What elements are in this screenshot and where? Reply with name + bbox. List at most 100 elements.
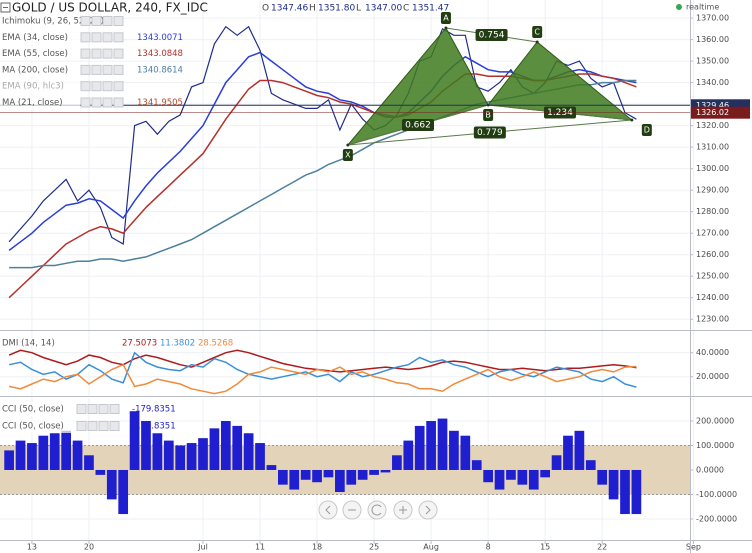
bar — [631, 469, 642, 515]
legend-button[interactable] — [113, 32, 124, 43]
reset-glyph — [371, 504, 382, 516]
legend-button[interactable] — [80, 97, 91, 108]
y-tick-label: 1240.00 — [696, 293, 729, 302]
pattern-point — [535, 40, 539, 44]
legend-button[interactable] — [102, 48, 113, 59]
bar — [186, 443, 197, 470]
legend-name: EMA (90, hlc3) — [2, 82, 64, 92]
ohlc-value: 1351.80 — [318, 4, 355, 14]
ohlc-value: 1351.47 — [412, 4, 449, 14]
pattern-point — [346, 143, 350, 147]
bar — [106, 469, 117, 500]
bar — [289, 469, 300, 490]
x-tick-label: Jul — [197, 543, 208, 552]
chart-title: GOLD / US DOLLAR, 240, FX_IDC — [12, 1, 208, 15]
bar — [335, 469, 345, 493]
x-tick-label: Sep — [686, 543, 701, 552]
bar — [129, 411, 140, 470]
legend-bg — [0, 95, 80, 110]
legend-button[interactable] — [102, 16, 113, 26]
legend-button[interactable] — [102, 97, 113, 108]
bar — [551, 455, 562, 470]
bar — [494, 469, 505, 490]
y-tick-label: 1260.00 — [696, 250, 729, 259]
legend-button[interactable] — [91, 16, 102, 26]
pattern-point — [630, 118, 634, 122]
bar — [243, 433, 254, 470]
legend-name: CCI (50, close) — [2, 422, 64, 432]
scroll-left-button[interactable] — [318, 500, 338, 520]
ratio-label-box — [401, 118, 434, 131]
bar — [506, 469, 516, 480]
scroll-right-button[interactable] — [418, 500, 438, 520]
bar — [426, 421, 436, 470]
point-label-box — [641, 124, 652, 137]
legend-button[interactable] — [87, 421, 98, 431]
ohlc-value: 1347.00 — [365, 4, 402, 14]
ratio-label: 1.234 — [547, 108, 573, 118]
legend-button[interactable] — [87, 404, 98, 414]
legend-button[interactable] — [113, 81, 124, 92]
legend-button[interactable] — [91, 48, 102, 59]
bar — [152, 433, 163, 470]
legend-button[interactable] — [113, 16, 124, 26]
legend-button[interactable] — [76, 404, 87, 414]
data-layer — [4, 25, 642, 515]
point-label: B — [485, 110, 491, 119]
ohlc-letter: C — [403, 4, 409, 14]
bar — [38, 435, 49, 470]
zoom-controls — [318, 500, 438, 520]
legend-button[interactable] — [102, 32, 113, 43]
legend-button[interactable] — [91, 32, 102, 43]
x-tick-label: 18 — [312, 543, 322, 552]
legend-button[interactable] — [80, 16, 91, 26]
y-tick-label: 1370.00 — [696, 14, 729, 23]
legend-button[interactable] — [113, 48, 124, 59]
reset-button[interactable] — [367, 500, 387, 520]
bar — [528, 469, 539, 490]
legend-button[interactable] — [109, 421, 120, 431]
legend-button[interactable] — [98, 421, 109, 431]
legend-button[interactable] — [80, 48, 91, 59]
legend-name: DMI (14, 14) — [2, 339, 55, 349]
y-tick-label: 1250.00 — [696, 272, 729, 281]
ohlc-value: 1347.46 — [271, 4, 308, 14]
legend-button[interactable] — [102, 64, 113, 75]
collapse-icon[interactable] — [0, 2, 11, 13]
legend-value: -179.8351 — [132, 422, 176, 432]
y-tick-label: 40.0000 — [696, 348, 729, 357]
legend-button[interactable] — [91, 81, 102, 92]
legend-button[interactable] — [80, 32, 91, 43]
legend-button[interactable] — [98, 404, 109, 414]
bar — [608, 469, 619, 500]
point-label-box — [342, 148, 353, 161]
point-label-box — [532, 25, 543, 38]
legend-button[interactable] — [76, 421, 87, 431]
legend-bg — [0, 14, 80, 28]
y-tick-label: 1280.00 — [696, 207, 729, 216]
ohlc-letter: H — [309, 4, 316, 14]
bar — [460, 435, 471, 470]
bar — [300, 469, 311, 480]
legend-value: 27.5073 — [122, 339, 157, 349]
x-tick-label: 22 — [597, 543, 607, 552]
legend-button[interactable] — [91, 97, 102, 108]
legend-button[interactable] — [80, 81, 91, 92]
legend-button[interactable] — [91, 64, 102, 75]
y-tick-label: 1320.00 — [696, 121, 729, 130]
legend-button[interactable] — [109, 404, 120, 414]
legend-value: 11.3802 — [160, 339, 195, 349]
legend-button[interactable] — [80, 64, 91, 75]
legend-button[interactable] — [113, 64, 124, 75]
bar — [4, 450, 14, 470]
legend-button[interactable] — [102, 81, 113, 92]
bar — [163, 440, 174, 470]
x-tick-label: 8 — [486, 543, 491, 552]
legend-button[interactable] — [113, 97, 124, 108]
bar — [471, 460, 482, 470]
legend-bg — [0, 402, 74, 416]
bar — [380, 469, 391, 473]
y-tick-label: 1230.00 — [696, 315, 729, 324]
bar — [141, 421, 151, 470]
